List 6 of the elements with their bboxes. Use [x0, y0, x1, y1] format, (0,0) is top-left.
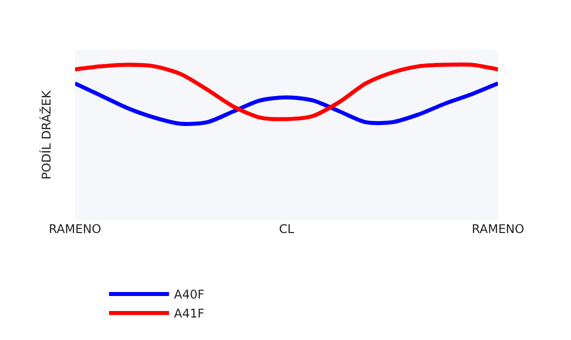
legend-label: A40F	[174, 288, 204, 302]
x-tick-label: RAMENO	[472, 222, 524, 236]
x-tick-label: RAMENO	[48, 222, 102, 236]
x-tick-label: CL	[278, 222, 294, 236]
legend-label: A41F	[174, 306, 204, 321]
y-axis-title: PODÍL DRÁŽEK	[38, 89, 54, 180]
